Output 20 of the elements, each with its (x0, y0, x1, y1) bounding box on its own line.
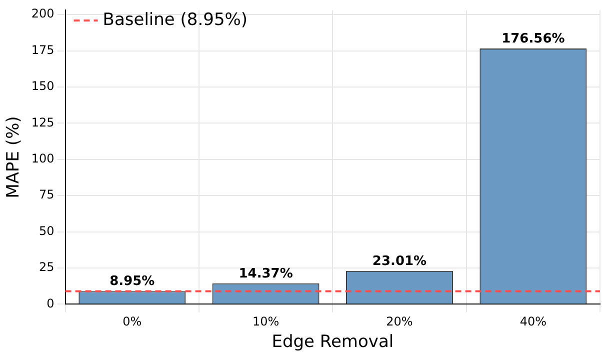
legend-label: Baseline (8.95%) (102, 10, 248, 30)
data-label: 8.95% (110, 274, 155, 290)
y-tick-label: 150 (31, 79, 54, 94)
y-tick-label: 50 (39, 224, 54, 238)
y-tick-label: 175 (31, 42, 54, 57)
y-axis-title: MAPE (%) (4, 116, 24, 198)
x-tick-label: 10% (252, 314, 280, 329)
y-tick-label: 100 (31, 151, 54, 166)
y-tick-label: 25 (39, 260, 54, 274)
y-tick-label: 0 (46, 296, 54, 310)
y-tick-label: 200 (31, 6, 54, 21)
x-tick-label: 20% (386, 314, 413, 329)
data-label: 176.56% (502, 31, 565, 46)
x-tick-label: 40% (520, 314, 546, 329)
y-tick-label: 75 (39, 188, 54, 202)
x-axis-title: Edge Removal (272, 332, 394, 352)
y-tick-label: 125 (31, 115, 54, 130)
data-label: 14.37% (238, 266, 293, 282)
x-tick-label: 0% (122, 314, 142, 329)
data-label: 23.01% (372, 254, 427, 269)
